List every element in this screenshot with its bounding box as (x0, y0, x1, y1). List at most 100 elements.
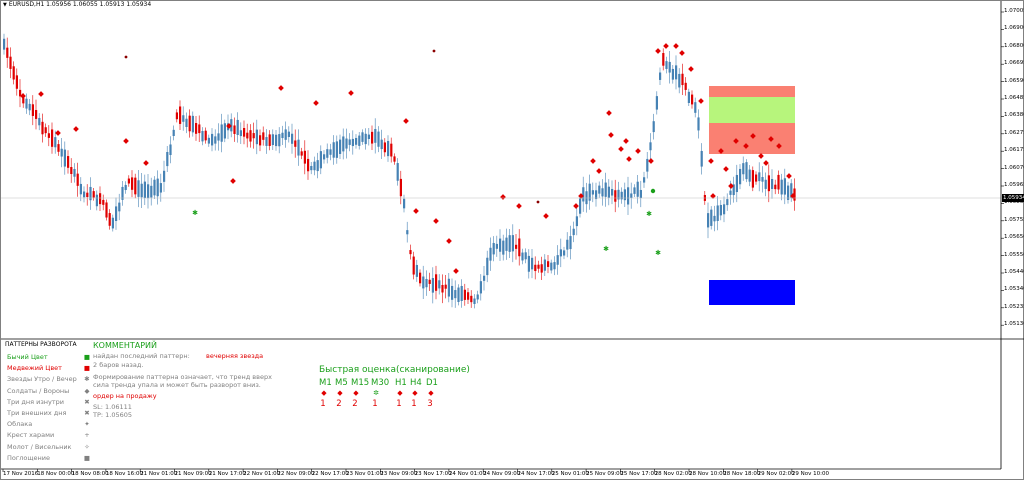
candle-body (9, 56, 12, 69)
candle-body (111, 217, 114, 229)
candle-body (649, 142, 652, 151)
candle-body (505, 237, 508, 251)
candle-body (51, 129, 54, 147)
candle-body (172, 129, 175, 137)
sell-zone-top (709, 86, 795, 97)
time-tick-label: 21 Nov 09:00 (174, 471, 212, 477)
timeframe-label: D1 (426, 378, 438, 388)
pattern-dot-marker (536, 200, 540, 204)
bearish-pattern-marker (403, 118, 409, 124)
bearish-pattern-marker (608, 132, 614, 138)
candle-body (19, 89, 22, 97)
candle-body (662, 53, 665, 66)
legend-label: Бычий Цвет (7, 353, 48, 361)
legend-symbol-icon: ✖ (84, 397, 90, 406)
candle-body (361, 132, 364, 142)
candle-body (115, 206, 118, 222)
candle-body (60, 148, 63, 157)
candle-body (716, 205, 719, 221)
candle-body (83, 191, 86, 198)
candle-body (127, 178, 130, 184)
candle-body (249, 130, 252, 142)
time-tick-label: 22 Nov 01:00 (243, 471, 281, 477)
candle-body (73, 168, 76, 177)
candle-body (550, 262, 553, 271)
bullish-star-marker: ✱ (646, 210, 652, 218)
candle-body (3, 38, 6, 50)
candle-body (547, 261, 550, 267)
candle-body (12, 66, 15, 80)
candle-body (460, 285, 463, 301)
candle-body (243, 128, 246, 137)
candle-body (175, 112, 178, 120)
candle-body (204, 130, 207, 141)
candle-body (124, 184, 127, 191)
candle-body (697, 117, 700, 131)
comment-sl: SL: 1.06111 (93, 403, 132, 411)
bearish-pattern-marker (723, 166, 729, 172)
candle-body (575, 216, 578, 227)
legend-symbol-icon: ■ (83, 453, 91, 462)
candle-body (713, 215, 716, 222)
candle-body (79, 183, 82, 195)
bearish-pattern-marker (278, 85, 284, 91)
candle-body (105, 202, 108, 218)
price-tick-label: 1.05650 (1004, 234, 1024, 241)
candle-body (6, 47, 9, 58)
candle-body (329, 149, 332, 155)
legend-symbol-icon: ◆ (84, 386, 90, 395)
timeframe-signal-count: 1 (411, 399, 417, 409)
candle-body (310, 165, 313, 171)
quick-scan-title: Быстрая оценка(сканирование) (319, 365, 470, 375)
candle-body (239, 130, 242, 137)
candle-body (134, 177, 137, 195)
candle-body (767, 175, 770, 192)
candle-body (374, 128, 377, 143)
candle-body (108, 213, 111, 226)
candle-body (297, 139, 300, 156)
candle-body (307, 158, 310, 172)
bearish-pattern-marker (578, 193, 584, 199)
time-tick-label: 22 Nov 09:00 (277, 471, 315, 477)
bearish-pattern-marker (673, 43, 679, 49)
timeframe-signal-count: 1 (396, 399, 402, 409)
candle-body (150, 185, 153, 198)
price-tick-label: 1.06800 (1004, 42, 1024, 49)
candle-body (121, 186, 124, 200)
bearish-pattern-marker (55, 130, 61, 136)
candle-body (739, 168, 742, 185)
time-tick-label: 25 Nov 01:00 (551, 471, 589, 477)
timeframe-label: M1 (319, 378, 332, 388)
candle-body (390, 143, 393, 157)
candle-body (422, 276, 425, 289)
candle-body (537, 264, 540, 269)
legend-symbol-icon: + (84, 431, 90, 440)
legend-symbol-icon: ■ (83, 364, 91, 373)
candle-body (326, 149, 329, 158)
bullish-star-marker: ✱ (603, 245, 609, 253)
time-tick-label: 29 Nov 02:00 (757, 471, 795, 477)
time-tick-label: 28 Nov 02:00 (654, 471, 692, 477)
candle-body (483, 275, 486, 281)
candle-body (745, 162, 748, 180)
candle-body (220, 124, 223, 142)
bearish-pattern-marker (500, 194, 506, 200)
bearish-pattern-marker (313, 100, 319, 106)
candle-body (630, 193, 633, 198)
legend-label: Молот / Висельник (7, 442, 72, 451)
candle-body (467, 292, 470, 300)
timeframe-label: H4 (410, 378, 422, 388)
candle-body (195, 123, 198, 134)
legend-symbol-icon: ✧ (84, 442, 90, 451)
candle-body (335, 141, 338, 158)
timeframe-signal-count: 1 (372, 399, 378, 409)
candle-body (543, 259, 546, 271)
target-zone (709, 280, 795, 305)
collapse-arrow-icon[interactable]: ▼ (3, 2, 7, 8)
candle-body (265, 137, 268, 146)
bearish-pattern-marker (728, 183, 734, 189)
candle-body (787, 185, 790, 200)
candle-body (502, 240, 505, 255)
